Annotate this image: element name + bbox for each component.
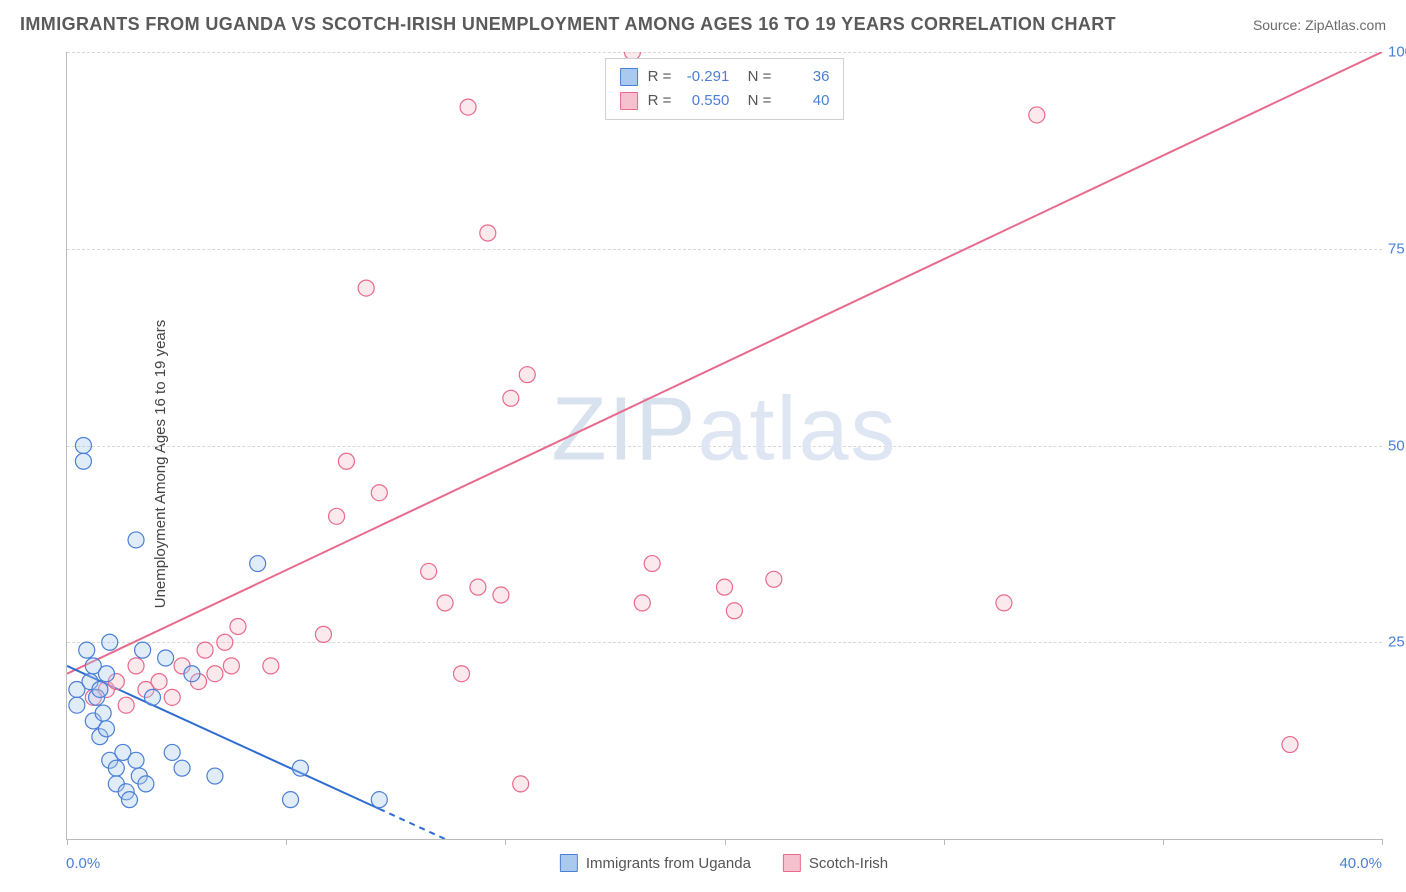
r-value-uganda: -0.291 — [681, 65, 729, 89]
x-max-label: 40.0% — [1339, 855, 1382, 872]
x-axis: 0.0% Immigrants from Uganda Scotch-Irish… — [66, 844, 1382, 872]
y-tick-label: 100.0% — [1388, 44, 1406, 61]
n-value-uganda: 36 — [781, 65, 829, 89]
series-legend: Immigrants from Uganda Scotch-Irish — [560, 854, 888, 872]
y-tick-label: 75.0% — [1388, 240, 1406, 257]
swatch-scotch-icon — [783, 854, 801, 872]
chart-container: Unemployment Among Ages 16 to 19 years Z… — [20, 48, 1386, 880]
r-value-scotch: 0.550 — [681, 89, 729, 113]
stats-row-uganda: R = -0.291 N = 36 — [620, 65, 830, 89]
y-tick-label: 50.0% — [1388, 437, 1406, 454]
x-min-label: 0.0% — [66, 855, 100, 872]
legend-item-uganda: Immigrants from Uganda — [560, 854, 751, 872]
stats-row-scotch: R = 0.550 N = 40 — [620, 89, 830, 113]
legend-label-uganda: Immigrants from Uganda — [586, 855, 751, 872]
n-value-scotch: 40 — [781, 89, 829, 113]
legend-item-scotch: Scotch-Irish — [783, 854, 888, 872]
plot-area: ZIPatlas R = -0.291 N = 36 R = 0.550 N =… — [66, 52, 1382, 840]
swatch-uganda-icon — [560, 854, 578, 872]
watermark: ZIPatlas — [551, 378, 897, 481]
source-label: Source: ZipAtlas.com — [1253, 17, 1386, 33]
y-tick-label: 25.0% — [1388, 634, 1406, 651]
chart-title: IMMIGRANTS FROM UGANDA VS SCOTCH-IRISH U… — [20, 14, 1116, 35]
legend-label-scotch: Scotch-Irish — [809, 855, 888, 872]
swatch-scotch-icon — [620, 92, 638, 110]
swatch-uganda-icon — [620, 68, 638, 86]
stats-legend: R = -0.291 N = 36 R = 0.550 N = 40 — [605, 58, 845, 120]
